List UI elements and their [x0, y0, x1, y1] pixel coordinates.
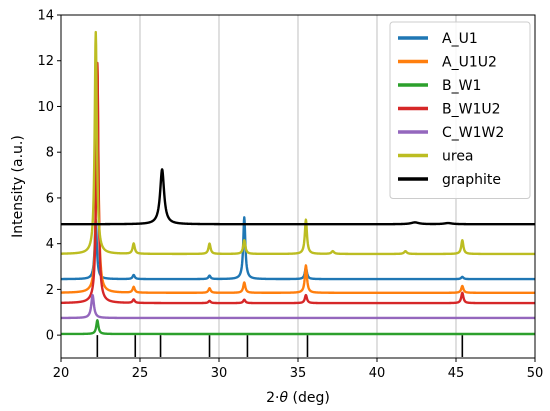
series-line-c_w1w2 [60, 293, 536, 320]
x-axis-label-suffix: (deg) [288, 390, 330, 406]
x-tick-label: 35 [290, 366, 307, 381]
x-tick-label: 25 [132, 366, 149, 381]
reference-lines [96, 335, 464, 357]
legend-label: A_U1U2 [442, 55, 497, 71]
y-tick-label: 10 [37, 100, 54, 115]
x-tick-label: 45 [448, 366, 465, 381]
y-tick-label: 0 [46, 329, 54, 344]
x-tick-label: 30 [211, 366, 228, 381]
legend-label: urea [442, 149, 474, 165]
legend-label: C_W1W2 [442, 125, 504, 141]
x-tick-label: 40 [369, 366, 386, 381]
y-tick-label: 6 [46, 191, 54, 206]
x-axis-label-theta: θ [280, 390, 289, 406]
x-axis-label: 2·θ (deg) [266, 390, 330, 406]
series-line-a_u1u2 [60, 62, 536, 295]
series-line-graphite [60, 168, 536, 226]
y-tick-label: 14 [37, 9, 54, 24]
x-tick-label: 20 [53, 366, 70, 381]
legend-label: B_W1 [442, 78, 481, 94]
y-tick-label: 12 [37, 54, 54, 69]
series-line-urea [60, 30, 536, 256]
y-axis-label: Intensity (a.u.) [10, 135, 26, 238]
series-line-b_w1u2 [60, 61, 536, 305]
series-line-b_w1 [60, 319, 536, 336]
legend-label: A_U1 [442, 31, 478, 47]
x-tick-label: 50 [527, 366, 544, 381]
series-lines [60, 30, 536, 336]
series-line-a_u1 [60, 216, 536, 281]
x-ticks: 20 25 30 35 40 45 50 [53, 358, 544, 381]
legend-label: graphite [442, 172, 501, 188]
legend-label: B_W1U2 [442, 102, 501, 118]
y-ticks: 0 2 4 6 8 10 12 14 [37, 9, 61, 344]
y-tick-label: 4 [46, 237, 54, 252]
y-tick-label: 8 [46, 146, 54, 161]
x-axis-label-prefix: 2· [266, 390, 279, 406]
y-tick-label: 2 [46, 283, 54, 298]
